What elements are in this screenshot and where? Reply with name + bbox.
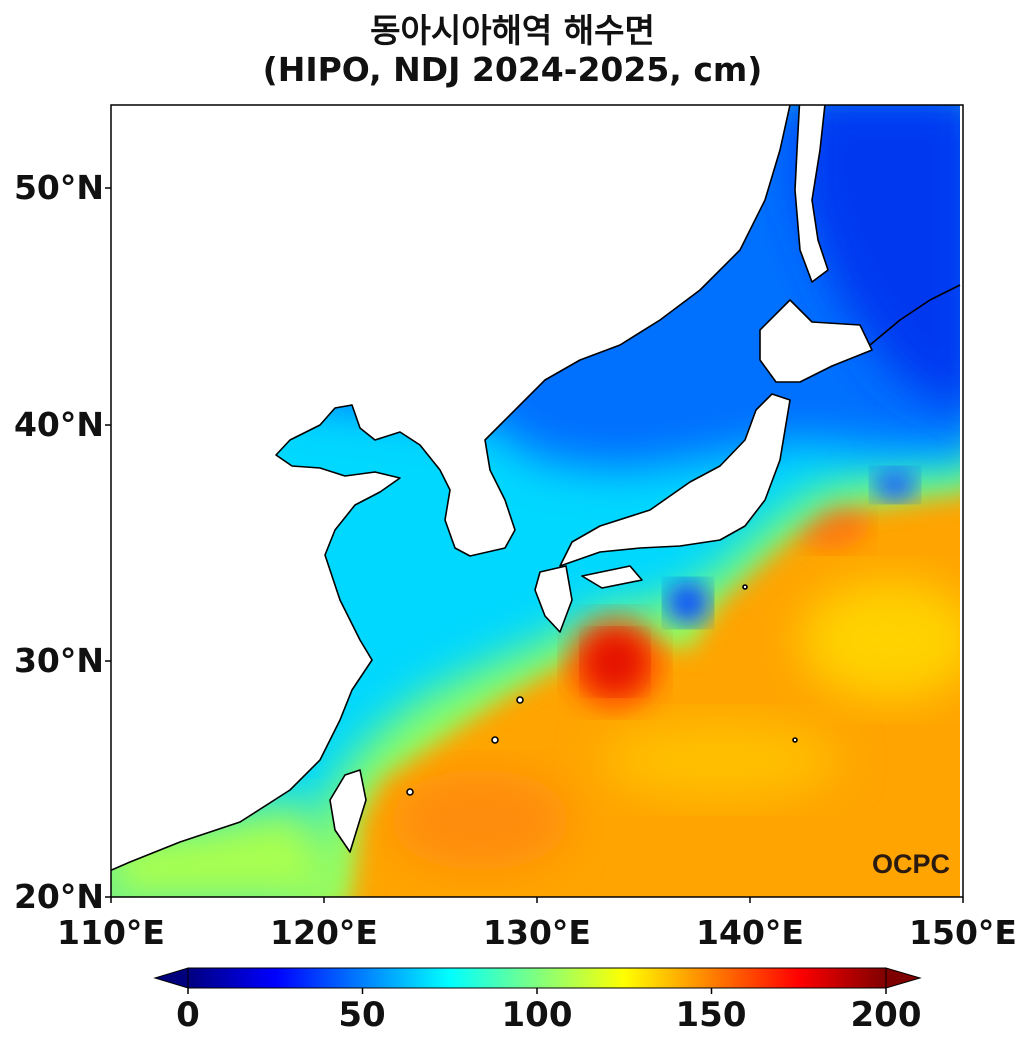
colorbar-tick-label: 100 [501, 995, 573, 1035]
land-mainland [111, 105, 791, 872]
ocpc-logo: OCPC [872, 849, 950, 879]
land-kurils [869, 284, 961, 346]
lon-tick-label: 140°E [696, 913, 804, 952]
colorbar-tick-label: 150 [675, 995, 747, 1035]
lon-tick-label: 110°E [57, 913, 165, 952]
coastlines [111, 105, 961, 872]
land-sakhalin [794, 105, 829, 283]
land-hokkaido [759, 299, 873, 383]
lon-tick-label: 120°E [270, 913, 378, 952]
land-honshu [559, 393, 791, 567]
lat-tick-label: 30°N [13, 641, 104, 680]
svg-text:OCPC: OCPC [872, 849, 950, 879]
colorbar [153, 967, 922, 994]
map-title: 동아시아해역 해수면 [370, 11, 655, 50]
colorbar-extend-min [153, 967, 189, 989]
land-taiwan [329, 769, 367, 853]
axis-ticks [105, 187, 964, 903]
colorbar-gradient [187, 967, 887, 989]
colorbar-tick-label: 200 [850, 995, 922, 1035]
colorbar-tick-label: 50 [338, 995, 386, 1035]
lon-tick-label: 130°E [483, 913, 591, 952]
lon-tick-label: 150°E [909, 913, 1017, 952]
lat-tick-label: 20°N [13, 877, 104, 916]
lat-tick-label: 50°N [13, 168, 104, 207]
land-kyushu [534, 565, 573, 633]
colorbar-extend-max [885, 967, 922, 989]
land-shikoku [581, 565, 643, 589]
lat-tick-label: 40°N [13, 405, 104, 444]
map-subtitle: (HIPO, NDJ 2024-2025, cm) [262, 50, 763, 89]
cold-eddy [666, 581, 710, 625]
colorbar-tick-label: 0 [176, 995, 200, 1035]
